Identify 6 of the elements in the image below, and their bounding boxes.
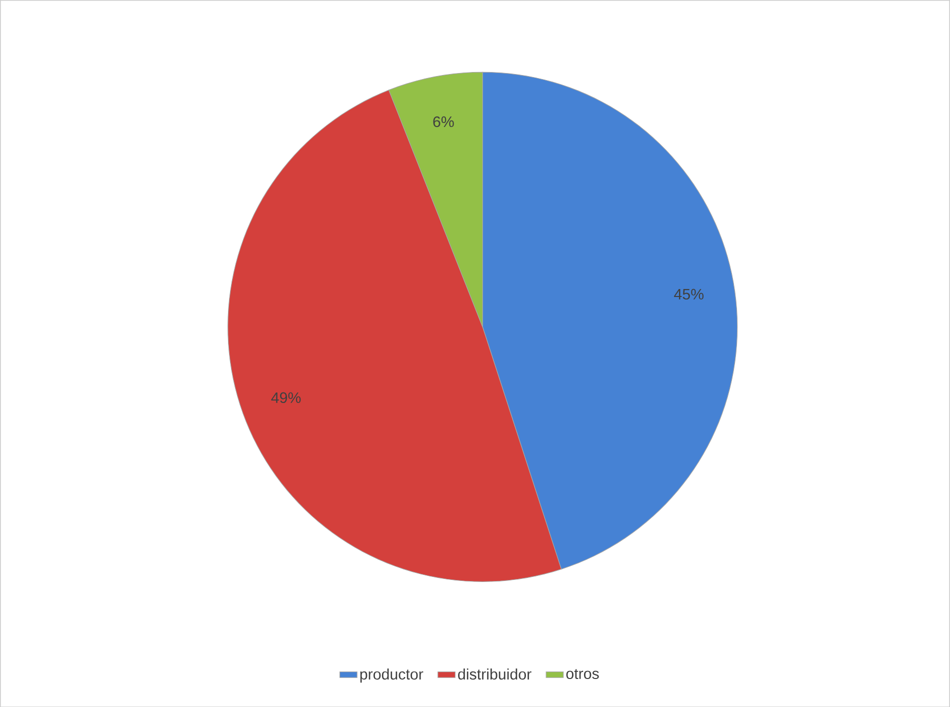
legend-label: otros [566, 668, 599, 679]
legend-label: distribuidor [458, 668, 532, 680]
legend-label: productor [360, 668, 424, 682]
data-label: 6% [433, 116, 454, 127]
data-label: 49% [271, 392, 301, 403]
data-label: 45% [674, 288, 704, 300]
